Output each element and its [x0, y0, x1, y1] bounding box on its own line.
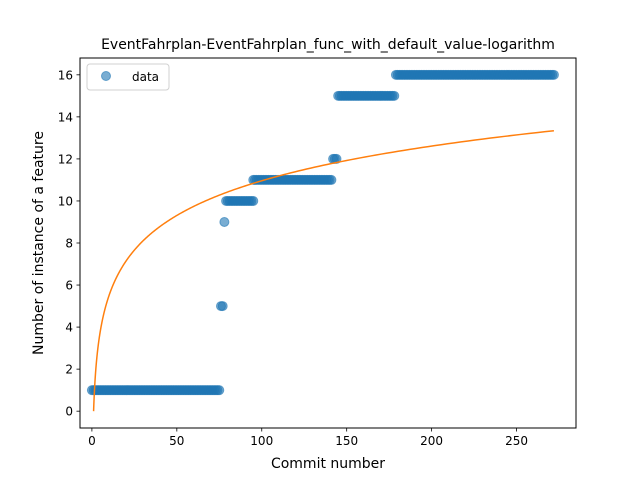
- plot-series: [86, 69, 559, 412]
- chart-title: EventFahrplan-EventFahrplan_func_with_de…: [101, 37, 555, 53]
- y-tick-label: 0: [65, 405, 73, 419]
- x-axis-label: Commit number: [271, 456, 385, 472]
- x-tick-label: 250: [505, 434, 528, 448]
- x-axis-ticks: 0 50 100 150 200 250: [88, 428, 528, 448]
- plot-frame: [79, 57, 577, 429]
- x-tick-label: 50: [169, 434, 184, 448]
- y-tick-label: 12: [58, 152, 73, 166]
- fit-line: [92, 129, 555, 412]
- y-tick-label: 16: [58, 68, 73, 82]
- y-tick-label: 8: [65, 237, 73, 251]
- legend-label-data: data: [132, 70, 159, 84]
- data-point: [548, 69, 559, 80]
- data-point: [248, 195, 259, 206]
- y-tick-label: 4: [65, 321, 73, 335]
- x-tick-label: 200: [420, 434, 443, 448]
- y-axis-ticks: 0 2 4 6 8 10 12 14 16: [58, 68, 80, 419]
- legend: data: [86, 63, 170, 91]
- y-tick-label: 10: [58, 194, 73, 208]
- data-point: [389, 90, 400, 101]
- data-point: [331, 153, 342, 164]
- y-tick-label: 2: [65, 363, 73, 377]
- legend-box: [86, 63, 170, 91]
- x-tick-label: 150: [335, 434, 358, 448]
- legend-marker-data: [101, 71, 111, 81]
- data-point: [219, 216, 230, 227]
- data-point: [217, 301, 228, 312]
- data-point: [214, 385, 225, 396]
- y-tick-label: 6: [65, 279, 73, 293]
- x-tick-label: 0: [88, 434, 96, 448]
- data-point: [326, 174, 337, 185]
- y-tick-label: 14: [58, 110, 73, 124]
- y-axis-label: Number of instance of a feature: [31, 131, 47, 355]
- x-tick-label: 100: [250, 434, 273, 448]
